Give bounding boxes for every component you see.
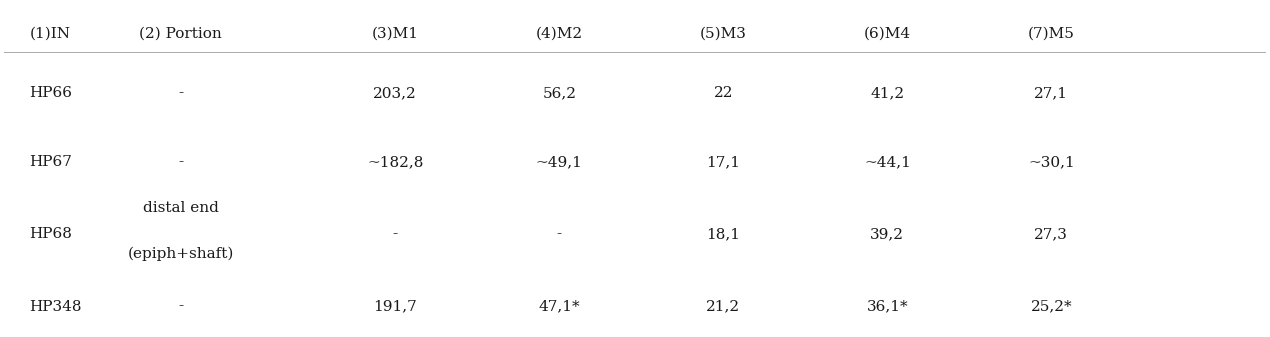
Text: 27,3: 27,3 [1034,227,1068,241]
Text: 191,7: 191,7 [373,300,417,313]
Text: -: - [178,155,183,169]
Text: -: - [178,300,183,313]
Text: ~44,1: ~44,1 [864,155,911,169]
Text: HP68: HP68 [29,227,72,241]
Text: 41,2: 41,2 [870,86,904,100]
Text: 21,2: 21,2 [706,300,740,313]
Text: ~30,1: ~30,1 [1027,155,1074,169]
Text: (1)IN: (1)IN [29,27,70,41]
Text: ~49,1: ~49,1 [536,155,583,169]
Text: 25,2*: 25,2* [1030,300,1072,313]
Text: (4)M2: (4)M2 [536,27,583,41]
Text: (6)M4: (6)M4 [864,27,911,41]
Text: 18,1: 18,1 [706,227,740,241]
Text: 56,2: 56,2 [542,86,577,100]
Text: 39,2: 39,2 [870,227,904,241]
Text: 27,1: 27,1 [1034,86,1068,100]
Text: (2) Portion: (2) Portion [140,27,222,41]
Text: 203,2: 203,2 [373,86,417,100]
Text: HP66: HP66 [29,86,72,100]
Text: (3)M1: (3)M1 [372,27,419,41]
Text: (epiph+shaft): (epiph+shaft) [127,247,234,261]
Text: 22: 22 [714,86,733,100]
Text: 17,1: 17,1 [706,155,740,169]
Text: distal end: distal end [142,201,218,215]
Text: -: - [392,227,398,241]
Text: -: - [178,86,183,100]
Text: (5)M3: (5)M3 [700,27,747,41]
Text: HP67: HP67 [29,155,72,169]
Text: 36,1*: 36,1* [866,300,908,313]
Text: ~182,8: ~182,8 [367,155,423,169]
Text: 47,1*: 47,1* [538,300,580,313]
Text: HP348: HP348 [29,300,81,313]
Text: -: - [556,227,561,241]
Text: (7)M5: (7)M5 [1027,27,1074,41]
